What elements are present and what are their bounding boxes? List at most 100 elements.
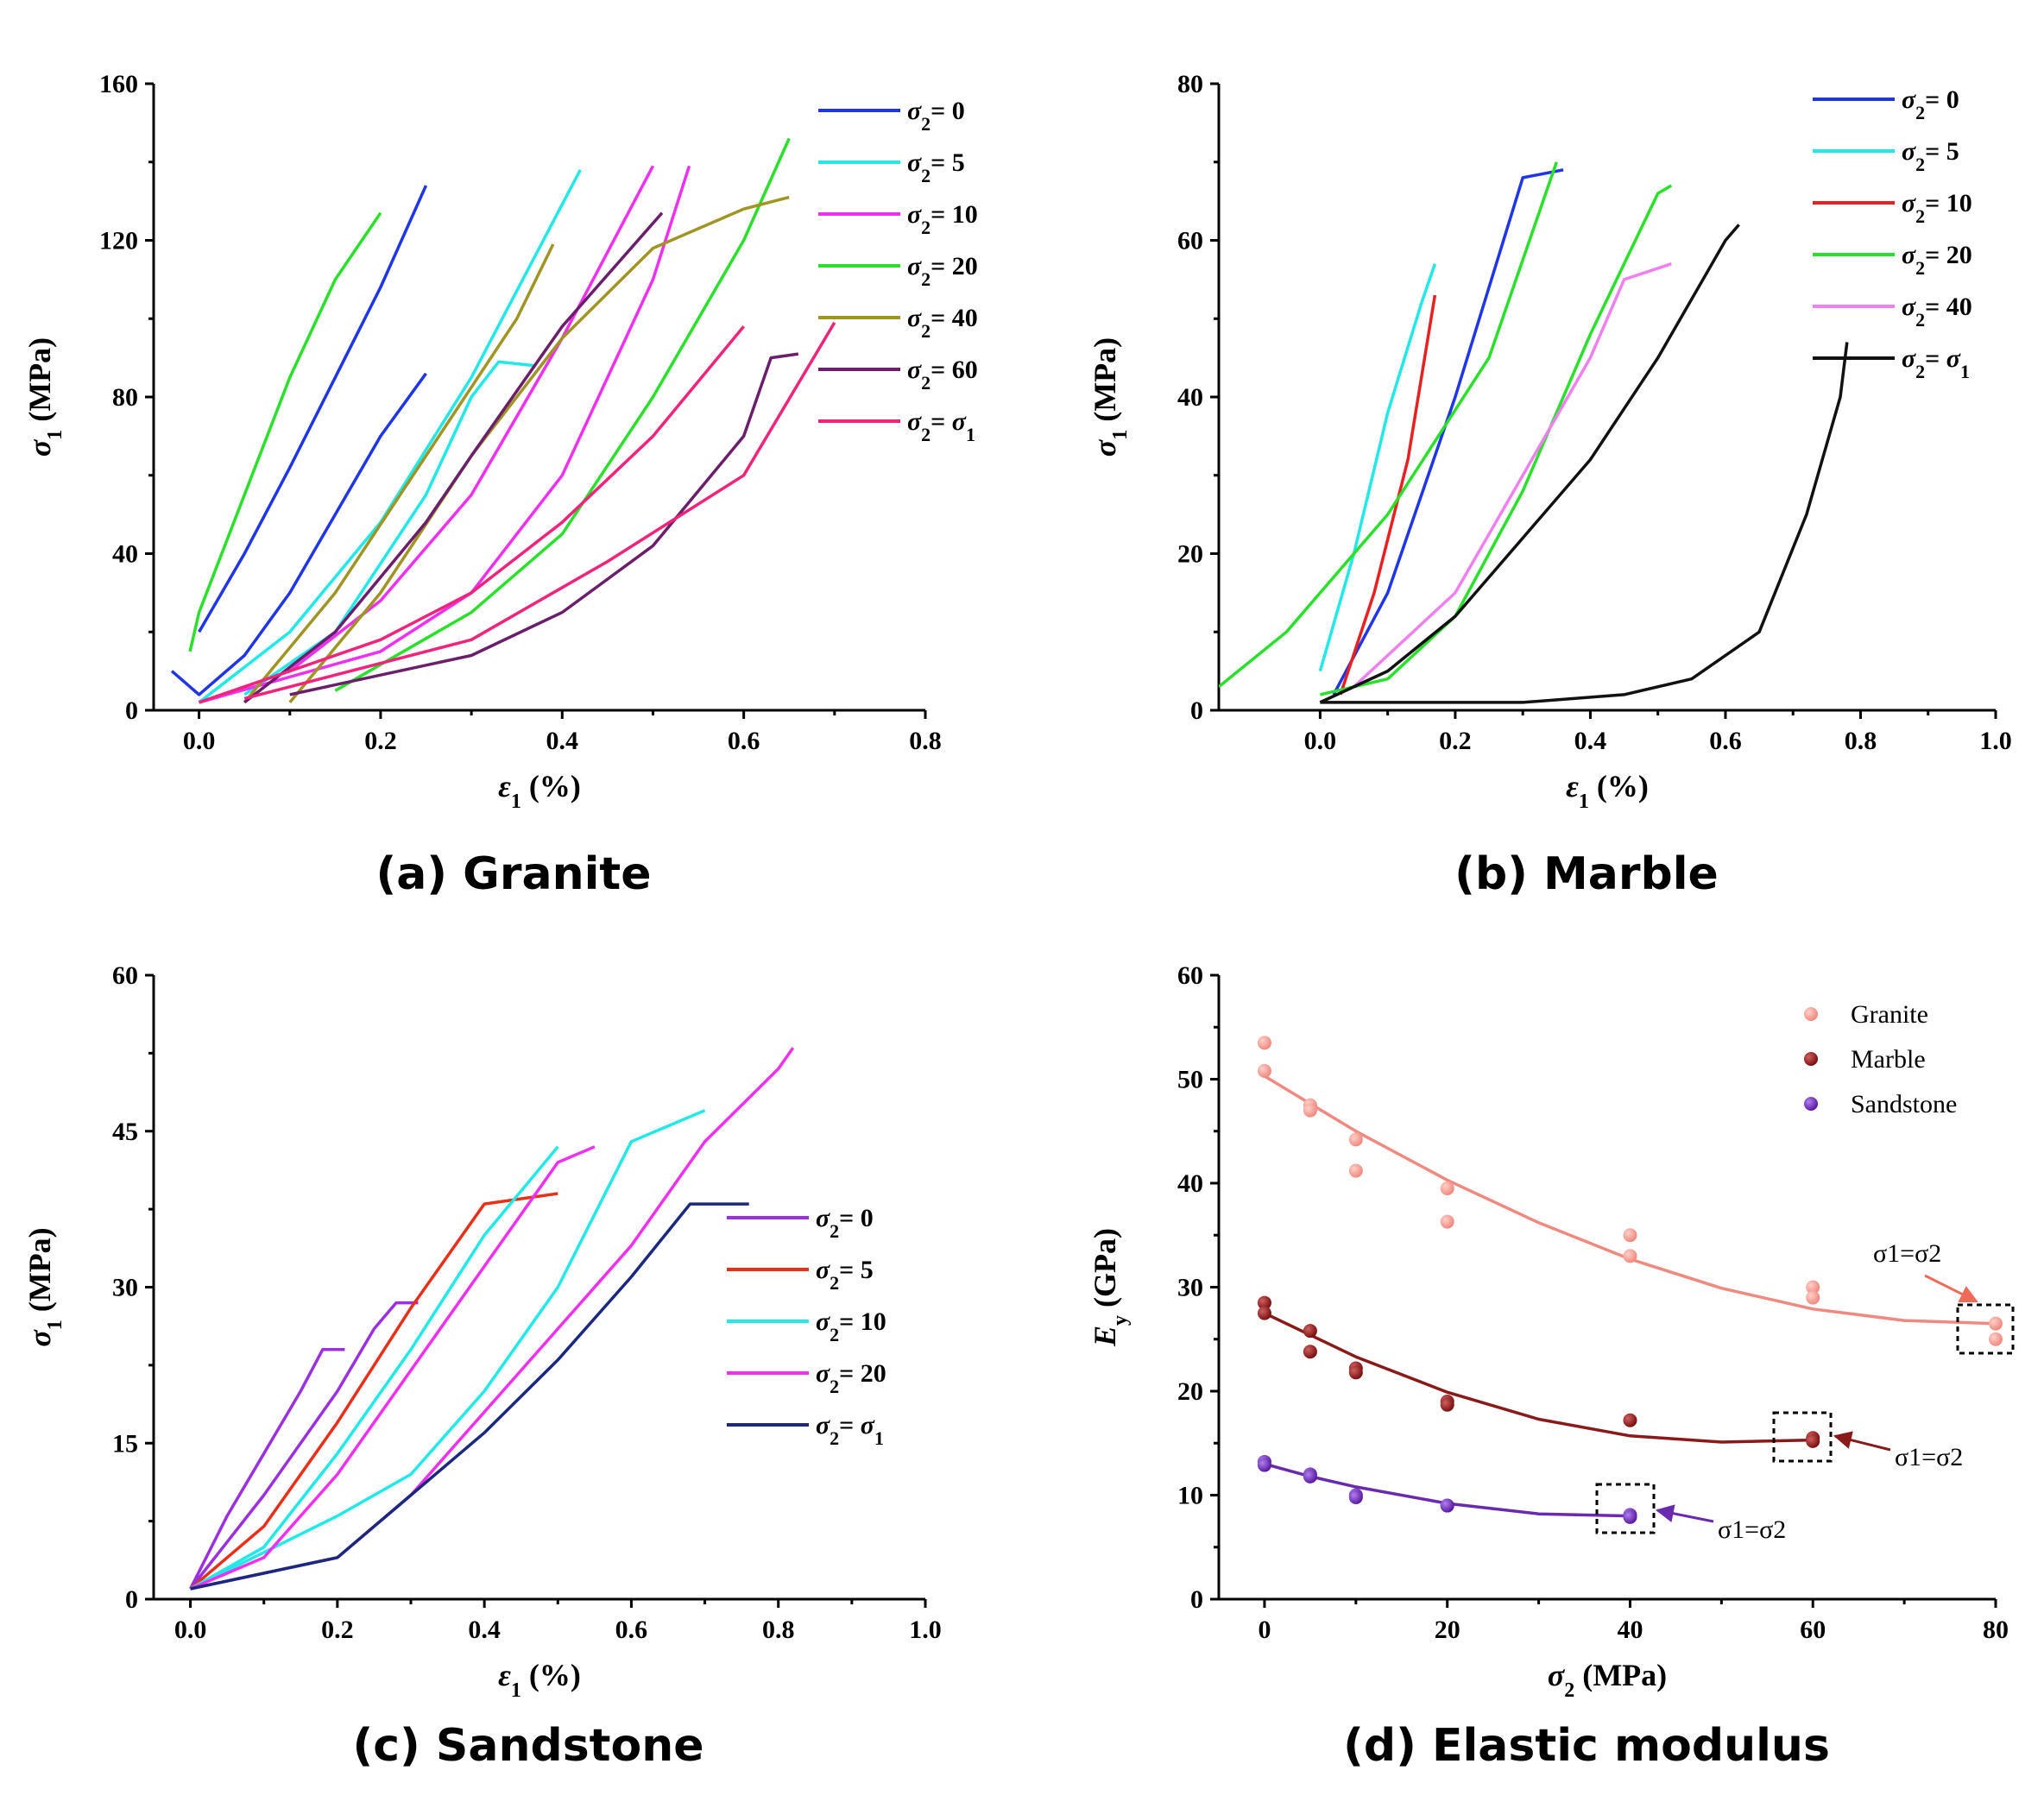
annotation-arrow-granite xyxy=(1924,1274,1978,1303)
data-point xyxy=(1989,1332,2003,1346)
caption-granite: (a) Granite xyxy=(375,848,651,900)
series-line xyxy=(1320,184,1673,696)
y-tick-label: 0 xyxy=(125,1585,138,1614)
legend-label: σ2= 60 xyxy=(907,356,978,394)
legend-label: σ2= 10 xyxy=(816,1307,886,1345)
legend-marker xyxy=(1804,1007,1818,1021)
y-tick-label: 15 xyxy=(112,1429,138,1458)
x-tick-label: 0.6 xyxy=(728,727,760,755)
panel-elastic-modulus: 0 10 20 30 40 50 60 0 20 40 60 80 σ2 (MPa) Ey (GPa) Gr… xyxy=(1088,961,2009,1702)
y-tick-label: 160 xyxy=(99,70,138,98)
legend-label: σ2= 20 xyxy=(907,252,978,290)
y-tick-label: 0 xyxy=(1190,696,1203,725)
data-point xyxy=(1257,1036,1271,1050)
annotation-box-marble xyxy=(1772,1411,1833,1463)
legend-label: σ2= σ1 xyxy=(1902,344,1970,382)
y-axis-label: σ1 (MPa) xyxy=(1088,337,1132,457)
caption-marble: (b) Marble xyxy=(1454,848,1719,900)
data-point xyxy=(1440,1498,1454,1513)
annotation-arrow-sandstone xyxy=(1655,1504,1714,1523)
data-point xyxy=(1348,1490,1363,1504)
x-tick-label: 0.0 xyxy=(174,1616,207,1644)
series-line xyxy=(188,211,382,652)
y-tick-label: 40 xyxy=(1177,383,1203,412)
y-tick-label: 40 xyxy=(1177,1169,1203,1198)
series-line xyxy=(198,185,428,633)
x-tick-label: 0.8 xyxy=(1845,727,1877,755)
caption-elastic-modulus: (d) Elastic modulus xyxy=(1343,1720,1830,1772)
legend-label: σ2= 0 xyxy=(907,97,965,135)
x-tick-label: 0.6 xyxy=(1709,727,1742,755)
x-tick-label: 1.0 xyxy=(909,1616,942,1644)
legend-label: σ2= 0 xyxy=(816,1204,874,1242)
series-line xyxy=(243,211,664,704)
panel-sandstone: 0 15 30 45 60 0.0 0.2 0.4 0.6 0.8 1.0 ε1 (%) σ1 (MPa… xyxy=(22,961,942,1702)
series-line xyxy=(190,1047,795,1591)
caption-sandstone: (c) Sandstone xyxy=(352,1720,703,1772)
y-axis-label: σ1 (MPa) xyxy=(22,337,66,457)
series-line xyxy=(1320,342,1849,704)
y-tick-label: 45 xyxy=(112,1118,138,1146)
series-line xyxy=(1332,168,1564,696)
x-tick-label: 0.2 xyxy=(321,1616,354,1644)
y-tick-label: 20 xyxy=(1177,1377,1203,1406)
y-tick-label: 20 xyxy=(1177,540,1203,569)
series-line xyxy=(170,372,427,696)
annotation-box-granite xyxy=(1956,1303,2015,1355)
series-line xyxy=(189,1348,345,1590)
panel-marble: 0 20 40 60 80 0.0 0.2 0.4 0.6 0.8 1.0 ε1 (%) σ1 (MPa… xyxy=(1088,70,2012,813)
data-point xyxy=(1257,1295,1271,1310)
series-line xyxy=(1219,161,1558,689)
legend-label: σ2= σ1 xyxy=(816,1411,884,1449)
fit-curve xyxy=(1264,1462,1631,1518)
y-tick-label: 0 xyxy=(1190,1585,1203,1614)
x-tick-label: 0.4 xyxy=(1574,727,1607,755)
series-line xyxy=(189,1301,419,1591)
legend-label: σ2= 10 xyxy=(1902,189,1972,227)
annotation-label-marble: σ1=σ2 xyxy=(1895,1443,1963,1471)
legend-label: σ2= σ1 xyxy=(907,407,975,445)
data-point xyxy=(1806,1433,1820,1448)
data-point xyxy=(1806,1280,1820,1295)
legend-label: Marble xyxy=(1851,1045,1926,1074)
x-tick-label: 60 xyxy=(1800,1616,1826,1644)
series-line xyxy=(199,165,691,704)
legend-label: σ2= 40 xyxy=(1902,293,1972,331)
y-tick-label: 50 xyxy=(1177,1066,1203,1094)
y-tick-label: 30 xyxy=(112,1274,138,1302)
series-line xyxy=(189,1109,706,1591)
x-tick-label: 0.4 xyxy=(468,1616,501,1644)
series-line xyxy=(289,352,799,696)
y-tick-label: 40 xyxy=(112,540,138,569)
data-point xyxy=(1348,1132,1363,1147)
legend-label: σ2= 5 xyxy=(816,1256,874,1294)
x-axis-label: ε1 (%) xyxy=(498,769,581,813)
legend-label: σ2= 10 xyxy=(907,200,978,238)
x-tick-label: 0.2 xyxy=(364,727,397,755)
series-line xyxy=(334,137,791,692)
legend-label: σ2= 5 xyxy=(907,148,965,186)
y-axis-label: σ1 (MPa) xyxy=(22,1227,66,1346)
data-point xyxy=(1303,1324,1317,1339)
legend-label: Granite xyxy=(1851,1000,1928,1029)
data-point xyxy=(1257,1306,1271,1320)
data-point xyxy=(1257,1458,1271,1472)
series-line xyxy=(1339,294,1437,696)
series-line xyxy=(288,195,790,704)
y-tick-label: 60 xyxy=(1177,227,1203,255)
y-axis-label: Ey (GPa) xyxy=(1088,1228,1132,1347)
y-tick-label: 10 xyxy=(1177,1482,1203,1510)
data-point xyxy=(1440,1214,1454,1229)
x-tick-label: 1.0 xyxy=(1979,727,2012,755)
data-point xyxy=(1348,1365,1363,1380)
x-tick-label: 0.8 xyxy=(762,1616,795,1644)
annotation-label-sandstone: σ1=σ2 xyxy=(1718,1515,1786,1544)
data-point xyxy=(1623,1509,1637,1524)
data-point xyxy=(1623,1249,1637,1263)
series-line xyxy=(243,321,836,701)
data-point xyxy=(1257,1063,1271,1078)
series-line xyxy=(199,325,745,704)
data-point xyxy=(1623,1228,1637,1243)
data-point xyxy=(1303,1469,1317,1484)
